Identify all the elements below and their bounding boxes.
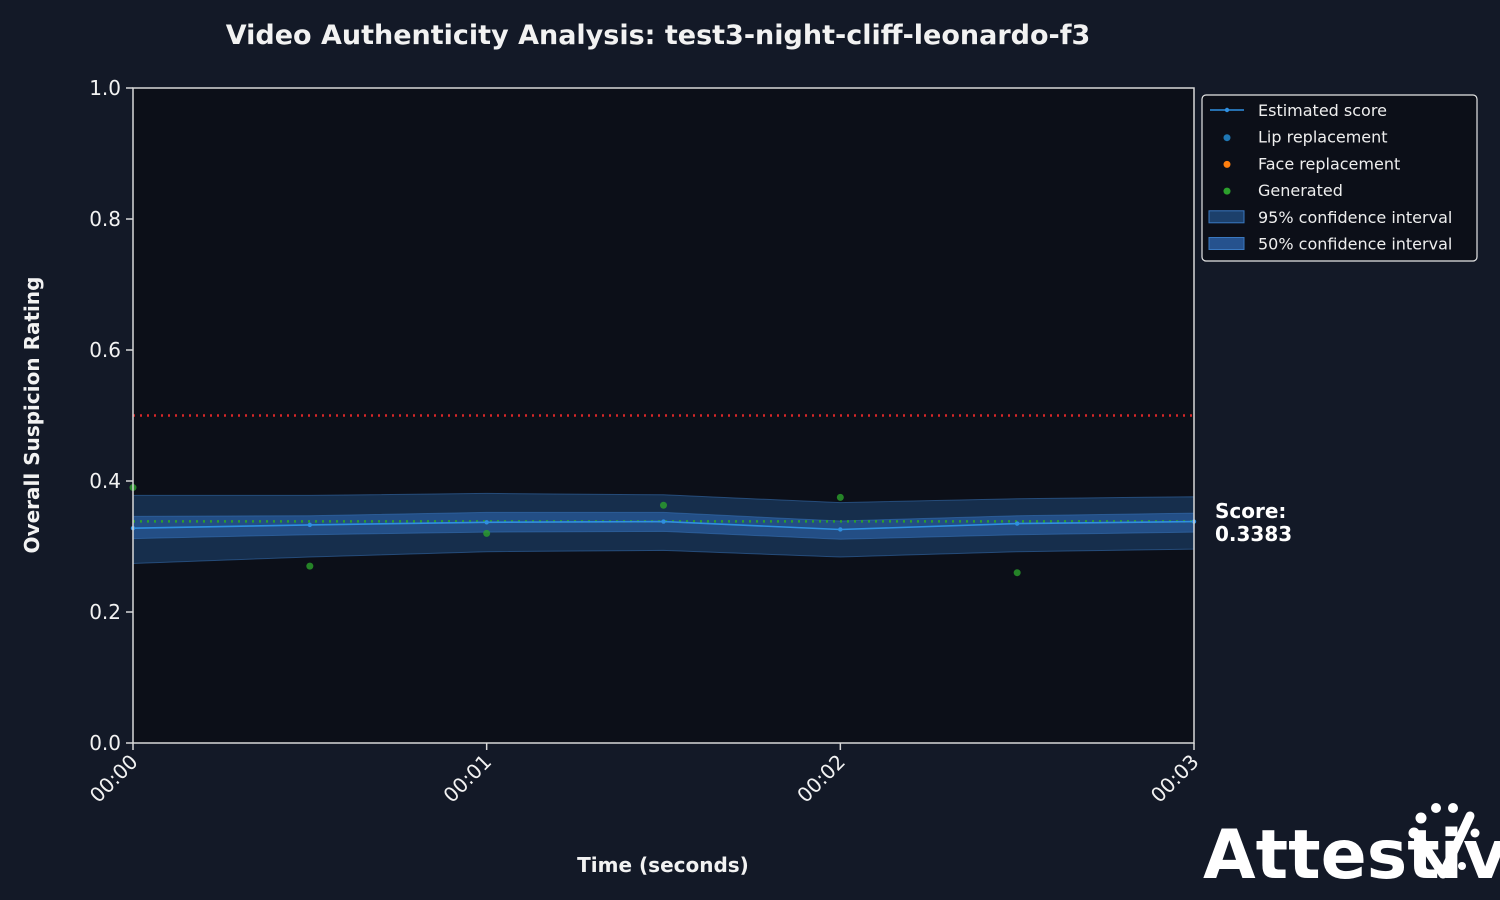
generated-point (306, 562, 314, 570)
y-tick-label: 0.2 (89, 600, 121, 624)
x-axis-label: Time (seconds) (577, 853, 749, 877)
logo-dot (1470, 828, 1480, 838)
y-tick-label: 0.4 (89, 469, 121, 493)
legend-label-estimated-score: Estimated score (1258, 101, 1387, 120)
logo-dot (1448, 803, 1458, 813)
attestiv-logo: Attestiv (1203, 803, 1500, 895)
estimated-score-point (484, 520, 489, 525)
logo-check-mark (1413, 811, 1475, 879)
legend-label-generated: Generated (1258, 181, 1343, 200)
legend-swatch-generated (1223, 187, 1231, 195)
x-tick-label: 00:03 (1146, 750, 1204, 808)
x-tick-label: 00:02 (792, 750, 850, 808)
estimated-score-point (661, 519, 666, 524)
estimated-score-point (838, 527, 843, 532)
legend-label-95-confidence-interval: 95% confidence interval (1258, 208, 1452, 227)
logo-dot (1469, 847, 1477, 855)
generated-point (483, 529, 491, 537)
x-tick-label: 00:01 (438, 750, 496, 808)
legend-swatch-95-confidence-interval (1208, 210, 1245, 224)
legend-box (1201, 94, 1478, 262)
score-value: 0.3383 (1215, 522, 1292, 546)
reference-lines (133, 414, 1194, 523)
legend-label-lip-replacement: Lip replacement (1258, 128, 1388, 147)
plot-area (133, 88, 1194, 743)
estimated-score-point (307, 522, 313, 528)
generated-point (836, 493, 844, 501)
series-layer (129, 484, 1197, 577)
y-axis-label: Overall Suspicion Rating (20, 277, 44, 554)
generated-point (660, 501, 667, 509)
legend-swatch-50-confidence-interval (1208, 237, 1245, 250)
logo-dot (1415, 812, 1427, 824)
legend-marker-estimated-score (1224, 107, 1230, 113)
legend-swatch-face-replacement (1223, 160, 1231, 168)
logo-dot (1431, 803, 1441, 813)
y-tick-label: 0.6 (89, 338, 121, 362)
logo-dot (1458, 862, 1466, 870)
plot-frame (132, 87, 1195, 744)
y-tick-label: 0.0 (89, 731, 121, 755)
score-label: Score: (1215, 499, 1286, 523)
chart-title: Video Authenticity Analysis: test3-night… (226, 20, 1091, 51)
y-tick-label: 0.8 (89, 207, 121, 231)
legend-label-50-confidence-interval: 50% confidence interval (1258, 235, 1452, 254)
estimated-score-point (1014, 521, 1020, 526)
generated-point (1013, 569, 1021, 577)
x-tick-label: 00:00 (85, 750, 143, 808)
legend-swatch-lip-replacement (1223, 134, 1231, 142)
y-tick-label: 1.0 (89, 76, 121, 100)
legend-label-face-replacement: Face replacement (1258, 154, 1400, 173)
confidence-bands (132, 492, 1195, 565)
logo-dots (1408, 803, 1480, 879)
legend: Estimated score Lip replacement Face repla… (1201, 94, 1478, 262)
